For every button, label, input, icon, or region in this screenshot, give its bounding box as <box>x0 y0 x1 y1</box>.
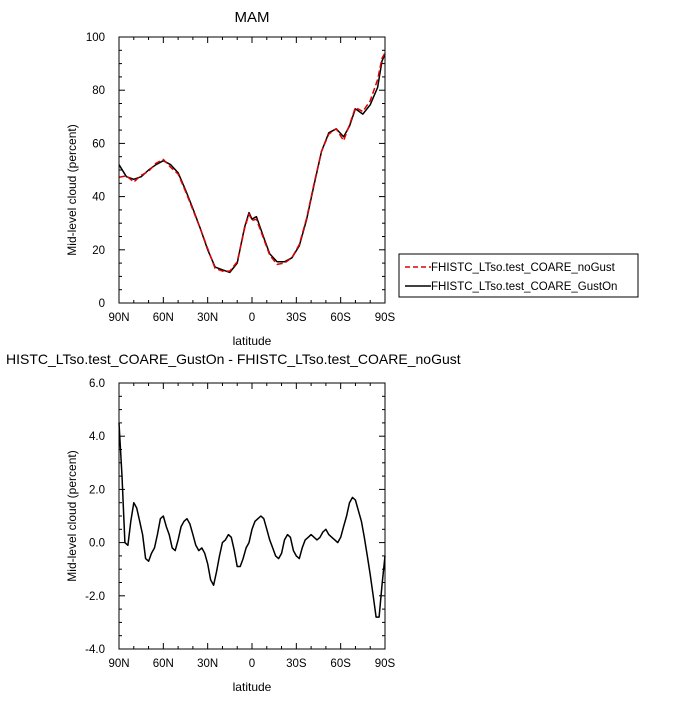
y-tick-label: 0 <box>99 298 105 310</box>
x-tick-label: 30N <box>197 658 218 670</box>
x-tick-label: 0 <box>249 312 255 324</box>
x-tick-label: 90N <box>108 658 129 670</box>
x-tick-label: 60N <box>153 658 174 670</box>
x-tick-label: 90S <box>375 658 396 670</box>
x-axis-label: latitude <box>233 680 272 694</box>
x-tick-label: 60N <box>153 312 174 324</box>
y-tick-label: -4.0 <box>85 644 105 656</box>
x-tick-label: 90N <box>108 312 129 324</box>
x-tick-label: 30S <box>286 658 307 670</box>
x-tick-label: 60S <box>330 312 351 324</box>
x-axis-label: latitude <box>233 334 272 348</box>
y-axis-label: Mid-level cloud (percent) <box>65 124 79 255</box>
y-tick-label: 80 <box>92 85 105 97</box>
x-tick-label: 60S <box>330 658 351 670</box>
y-tick-label: 60 <box>92 138 105 150</box>
difference-chart-panel: HISTC_LTso.test_COARE_GustOn - FHISTC_LT… <box>6 351 461 694</box>
chart-title: MAM <box>235 9 270 26</box>
chart-title: HISTC_LTso.test_COARE_GustOn - FHISTC_LT… <box>6 351 461 367</box>
x-tick-label: 0 <box>249 658 255 670</box>
x-tick-label: 90S <box>375 312 396 324</box>
legend: FHISTC_LTso.test_COARE_noGust FHISTC_LTs… <box>398 253 639 298</box>
y-tick-label: 4.0 <box>89 431 105 443</box>
legend-box <box>398 253 639 298</box>
x-tick-label: 30N <box>197 312 218 324</box>
y-tick-label: 2.0 <box>89 484 105 496</box>
plot-frame <box>118 382 386 650</box>
plot-frame <box>118 36 386 304</box>
y-axis-label: Mid-level cloud (percent) <box>65 450 79 581</box>
x-tick-label: 30S <box>286 312 307 324</box>
legend-label-guston: FHISTC_LTso.test_COARE_GustOn <box>431 281 617 293</box>
series-line-1 <box>118 422 386 618</box>
y-tick-label: 100 <box>86 32 105 44</box>
y-tick-label: 40 <box>92 192 105 204</box>
y-tick-label: 0.0 <box>89 538 105 550</box>
mam-chart-panel: MAM latitude Mid-level cloud (percent) 9… <box>65 9 396 348</box>
series-line-1 <box>118 52 386 272</box>
series-line-2 <box>118 53 386 274</box>
y-tick-label: 6.0 <box>89 378 105 390</box>
legend-label-nogust: FHISTC_LTso.test_COARE_noGust <box>431 262 616 274</box>
y-tick-label: 20 <box>92 245 105 257</box>
y-tick-label: -2.0 <box>85 591 105 603</box>
